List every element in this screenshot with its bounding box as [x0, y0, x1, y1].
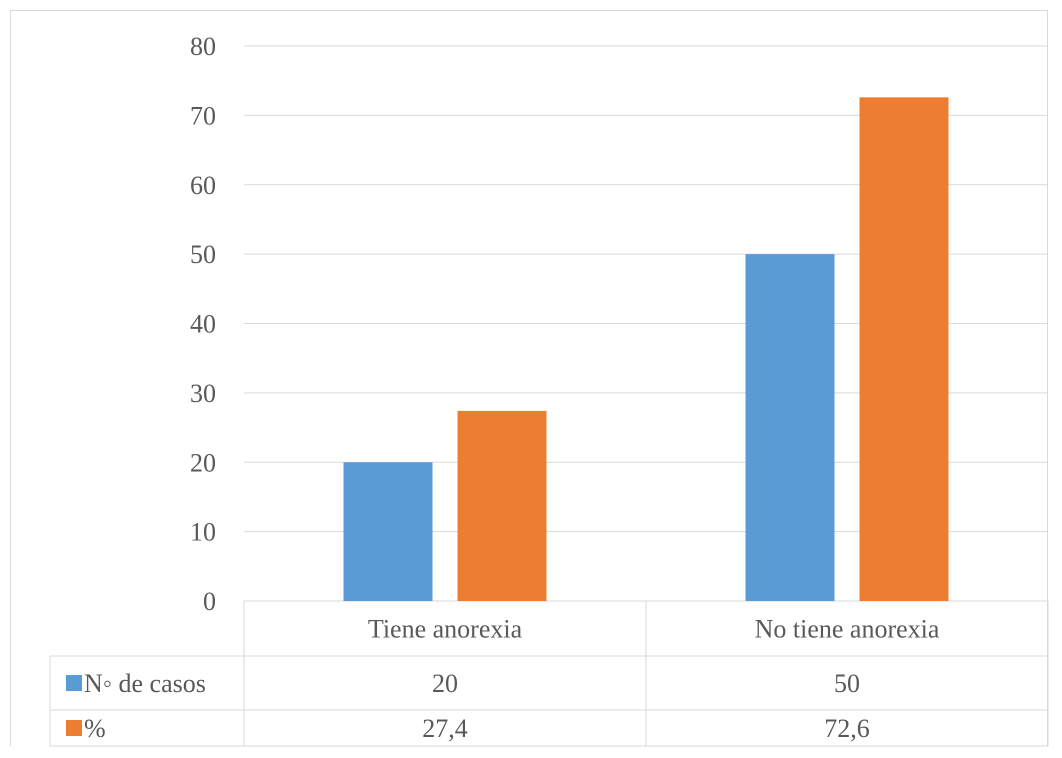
y-tick-label: 0 [203, 587, 216, 616]
table-cell-value: 50 [834, 669, 860, 698]
y-tick-label: 30 [190, 379, 216, 408]
y-tick-label: 70 [190, 101, 216, 130]
y-tick-label: 40 [190, 310, 216, 339]
bar-casos [343, 462, 433, 601]
y-tick-label: 80 [190, 32, 216, 61]
y-tick-label: 10 [190, 518, 216, 547]
legend-label: % [84, 714, 106, 743]
table-cell-value: 72,6 [824, 714, 870, 743]
y-tick-label: 50 [190, 240, 216, 269]
legend-key [66, 675, 82, 691]
bar-casos [745, 254, 835, 601]
y-tick-label: 60 [190, 171, 216, 200]
bar-percent [457, 410, 547, 601]
legend-key [66, 720, 82, 736]
category-label: No tiene anorexia [755, 615, 940, 644]
table-cell-value: 27,4 [422, 714, 468, 743]
chart-container [10, 10, 1048, 746]
y-tick-label: 20 [190, 448, 216, 477]
bar-percent [859, 97, 949, 602]
legend-label: N◦ de casos [84, 669, 206, 698]
category-label: Tiene anorexia [368, 615, 523, 644]
table-cell-value: 20 [432, 669, 458, 698]
